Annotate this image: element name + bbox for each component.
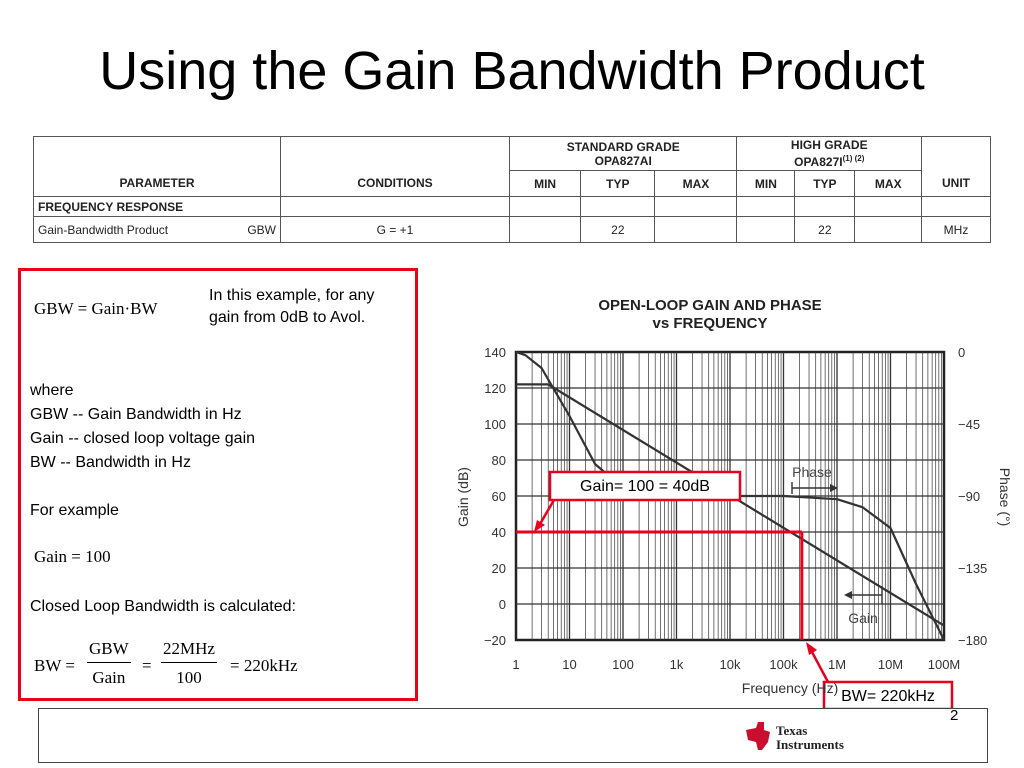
frac2-denominator: 100: [176, 668, 202, 687]
param-symbol: GBW: [247, 222, 276, 237]
bw-callout-text: BW= 220kHz: [841, 688, 935, 705]
gain-callout-arrow: [538, 499, 556, 525]
y-tick-label: −20: [484, 633, 506, 648]
bw-lhs: BW =: [34, 656, 75, 675]
high-footnote: (1) (2): [842, 154, 865, 163]
explanation-box: GBW = Gain·BW In this example, for any g…: [18, 268, 418, 701]
y2-tick-label: −180: [958, 633, 987, 648]
x-tick-label: 100: [612, 657, 634, 672]
frac1-numerator: GBW: [87, 639, 131, 663]
slide-footer: [38, 708, 988, 763]
standard-part-label: OPA827AI: [594, 153, 652, 168]
axis-ticks: 1 10 100 1k 10k 100k 1M 10M 100M 140 120 100 80 60 40 2…: [484, 345, 987, 672]
ti-logo-graphic: Texas Instruments: [746, 722, 844, 752]
y-tick-label: 0: [499, 597, 506, 612]
chart-title: OPEN-LOOP GAIN AND PHASE: [598, 297, 821, 314]
y2-tick-label: 0: [958, 345, 965, 360]
high-part-label: OPA827I: [794, 155, 843, 169]
conditions-cell: G = +1: [280, 216, 510, 243]
phase-curve-label: Phase: [792, 464, 832, 480]
y2-tick-label: −90: [958, 489, 980, 504]
gain-curve-label: Gain: [848, 610, 878, 626]
gain-callout-box: [548, 470, 742, 502]
high-max-header: MAX: [854, 170, 922, 197]
texas-shape-icon: [746, 722, 770, 750]
gain-curve: [516, 383, 945, 627]
frac2-numerator: 22MHz: [161, 639, 217, 663]
gain-equation: Gain = 100: [34, 547, 111, 566]
bw-callout-arrowhead-icon: [806, 642, 817, 655]
y-tick-label: 100: [484, 417, 506, 432]
std-typ-cell: 22: [580, 216, 656, 243]
conditions-header: CONDITIONS: [280, 136, 510, 197]
example-note: In this example, for any gain from 0dB t…: [209, 285, 374, 329]
logo-line-2: Instruments: [776, 737, 844, 752]
y-tick-label: 120: [484, 381, 506, 396]
x-tick-label: 10: [562, 657, 576, 672]
equals-sign: =: [142, 656, 152, 675]
section-label: FREQUENCY RESPONSE: [33, 196, 281, 217]
high-typ-header: TYP: [794, 170, 856, 197]
param-cell: Gain-Bandwidth Product GBW: [33, 216, 281, 243]
y2-tick-label: −135: [958, 561, 987, 576]
bw-callout-arrow: [810, 651, 830, 683]
high-grade-header: HIGH GRADE OPA827I(1) (2): [736, 136, 922, 171]
x-axis-label: Frequency (Hz): [742, 680, 838, 696]
gain-arrowhead-icon: [844, 591, 852, 599]
logo-line-1: Texas: [776, 723, 807, 738]
y-axis-label: Gain (dB): [455, 467, 471, 527]
annotations: Phase Gain Gain= 100 = 40dB BW= 220kHz: [516, 464, 954, 708]
definitions: where GBW -- Gain Bandwidth in Hz Gain -…: [30, 379, 255, 475]
note-line-2: gain from 0dB to Avol.: [209, 309, 366, 326]
note-line-1: In this example, for any: [209, 287, 375, 304]
bw-result: = 220kHz: [230, 656, 298, 675]
spec-table: PARAMETER CONDITIONS STANDARD GRADE OPA8…: [33, 136, 991, 243]
page-title: Using the Gain Bandwidth Product: [99, 41, 925, 101]
chart-subtitle: vs FREQUENCY: [652, 315, 767, 332]
high-typ-cell: 22: [794, 216, 856, 243]
y2-tick-label: −45: [958, 417, 980, 432]
gbw-formula: GBW = Gain·BW: [34, 299, 158, 318]
phase-arrowhead-icon: [830, 484, 838, 492]
x-tick-label: 1: [512, 657, 519, 672]
std-max-header: MAX: [654, 170, 738, 197]
def-gbw: GBW -- Gain Bandwidth in Hz: [30, 406, 242, 423]
ti-logo: Texas Instruments: [742, 720, 872, 759]
y-tick-label: 80: [492, 453, 506, 468]
calc-label: Closed Loop Bandwidth is calculated:: [30, 598, 296, 615]
y-tick-label: 40: [492, 525, 506, 540]
page-number: 2: [950, 707, 959, 724]
frac1-denominator: Gain: [92, 668, 126, 687]
def-gain: Gain -- closed loop voltage gain: [30, 430, 256, 447]
gain-callout-arrowhead-icon: [534, 520, 545, 532]
unit-cell: MHz: [921, 216, 991, 243]
y-tick-label: 140: [484, 345, 506, 360]
gain-callout-text: Gain= 100 = 40dB: [580, 478, 710, 495]
x-tick-label: 10k: [720, 657, 741, 672]
param-name: Gain-Bandwidth Product: [38, 222, 169, 237]
for-example-label: For example: [30, 502, 119, 519]
x-tick-label: 100k: [769, 657, 798, 672]
y2-axis-label: Phase (°): [997, 468, 1013, 527]
bw-callout-box: [822, 680, 954, 708]
y-tick-label: 20: [492, 561, 506, 576]
def-bw: BW -- Bandwidth in Hz: [30, 454, 191, 471]
parameter-header: PARAMETER: [33, 136, 281, 197]
x-tick-label: 100M: [928, 657, 961, 672]
unit-header: UNIT: [921, 136, 991, 197]
where-label: where: [30, 382, 74, 399]
x-tick-label: 1k: [670, 657, 684, 672]
fraction-gbw-gain: GBW Gain: [87, 639, 131, 688]
standard-grade-label: STANDARD GRADE: [566, 139, 680, 154]
x-tick-label: 10M: [878, 657, 903, 672]
fraction-values: 22MHz 100: [161, 639, 217, 688]
high-min-header: MIN: [736, 170, 796, 197]
y-tick-label: 60: [492, 489, 506, 504]
std-typ-header: TYP: [580, 170, 656, 197]
standard-grade-header: STANDARD GRADE OPA827AI: [508, 136, 738, 171]
high-grade-label: HIGH GRADE: [790, 138, 868, 152]
x-tick-label: 1M: [828, 657, 846, 672]
std-min-header: MIN: [508, 170, 582, 197]
